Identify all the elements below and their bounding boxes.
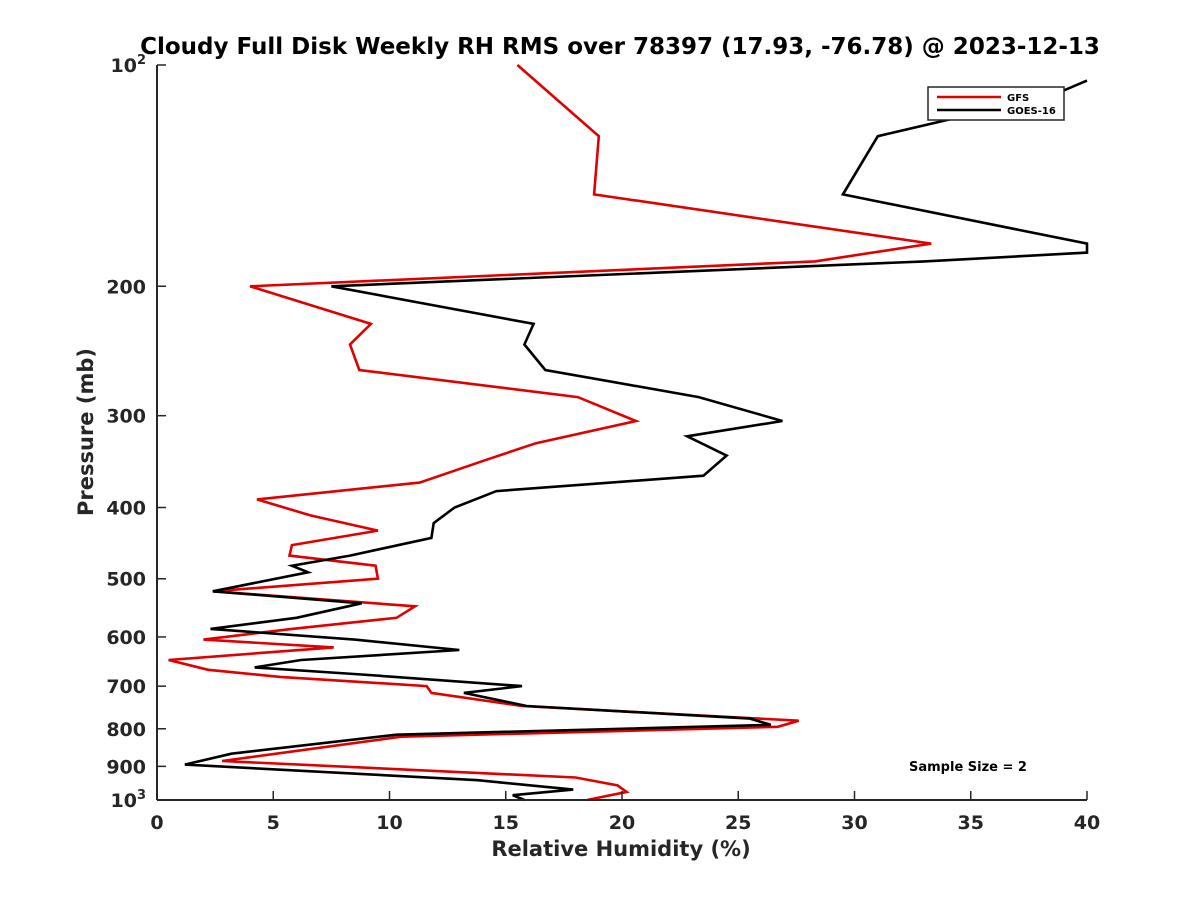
y-tick-label: 200 [106,276,146,298]
y-tick-exponent: 2 [137,53,146,68]
legend: GFS GOES-16 [927,86,1065,121]
y-tick-label: 700 [106,676,146,698]
x-tick-label: 5 [267,812,280,834]
legend-label-gfs: GFS [1007,93,1029,104]
y-tick-label: 103 [111,788,147,812]
y-axis-label: Pressure (mb) [74,348,98,516]
chart-title: Cloudy Full Disk Weekly RH RMS over 7839… [140,34,1100,60]
x-tick-label: 35 [958,812,984,834]
y-tick-label: 900 [106,756,146,778]
x-tick-label: 25 [725,812,751,834]
y-tick-label: 400 [106,498,146,520]
x-tick-label: 0 [150,812,163,834]
series-layer [168,64,1089,802]
y-tick-label: 800 [106,719,146,741]
x-ticks: 0 5 10 15 20 25 30 35 40 [150,791,1100,834]
sample-size-annotation: Sample Size = 2 [909,760,1027,775]
y-tick-label: 300 [106,406,146,428]
plot-area-frame [157,65,1086,799]
y-tick-base: 10 [111,55,137,77]
x-tick-label: 15 [493,812,519,834]
y-tick-label: 500 [106,569,146,591]
x-axis-label: Relative Humidity (%) [491,837,750,861]
legend-box [927,86,1065,121]
x-tick-label: 20 [609,812,635,834]
x-tick-label: 10 [376,812,402,834]
y-tick-label: 600 [106,627,146,649]
x-tick-label: 30 [841,812,867,834]
y-tick-label: 102 [111,53,147,77]
series-line-goes16 [184,79,1089,802]
y-tick-exponent: 3 [137,788,146,803]
x-tick-label: 40 [1074,812,1100,834]
y-tick-base: 10 [111,790,137,812]
series-line-gfs [168,64,932,802]
legend-label-goes16: GOES-16 [1007,106,1056,117]
